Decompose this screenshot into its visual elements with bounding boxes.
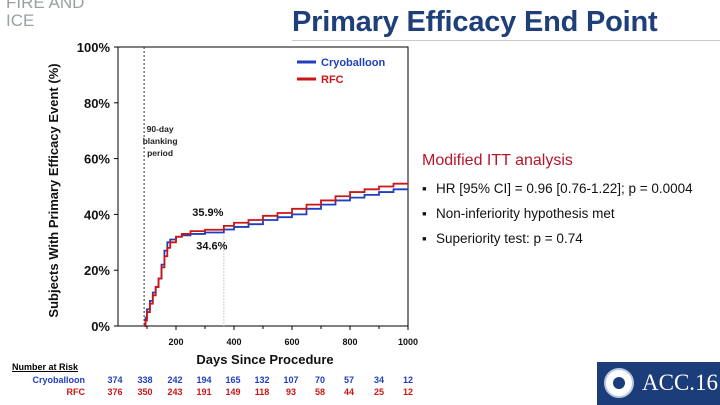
series-line-cryoballoon bbox=[144, 188, 408, 327]
annotation-cryo-value: 34.6% bbox=[196, 240, 227, 252]
x-tick-label: 1000 bbox=[398, 337, 418, 347]
x-axis-label: Days Since Procedure bbox=[196, 352, 333, 367]
annotation-rfc-value: 35.9% bbox=[192, 207, 223, 219]
bullet-hazard-ratio: HR [95% CI] = 0.96 [0.76-1.22]; p = 0.00… bbox=[422, 180, 714, 198]
legend-label-cryoballoon: Cryoballoon bbox=[321, 57, 385, 69]
acc-logo-text: ACC.16 bbox=[642, 370, 719, 395]
risk-cell: 25 bbox=[373, 387, 384, 397]
risk-cell: 338 bbox=[137, 375, 153, 385]
bullet-non-inferiority: Non-inferiority hypothesis met bbox=[422, 205, 714, 223]
risk-cell: 44 bbox=[343, 387, 354, 397]
corner-label: FIRE AND ICE bbox=[6, 0, 85, 30]
acc-seal-core bbox=[613, 377, 625, 389]
bullet-superiority: Superiority test: p = 0.74 bbox=[422, 230, 714, 248]
y-tick-label: 0% bbox=[91, 319, 110, 334]
risk-row-label: RFC bbox=[66, 387, 86, 397]
page-title: Primary Efficacy End Point bbox=[292, 6, 658, 38]
y-tick-label: 60% bbox=[84, 152, 110, 167]
risk-cell: 57 bbox=[343, 375, 354, 385]
x-tick-label: 200 bbox=[168, 337, 183, 347]
risk-cell: 132 bbox=[254, 375, 270, 385]
x-tick-label: 600 bbox=[284, 337, 299, 347]
x-tick-label: 400 bbox=[226, 337, 241, 347]
x-tick-label: 800 bbox=[342, 337, 357, 347]
risk-cell: 93 bbox=[285, 387, 296, 397]
risk-cell: 34 bbox=[373, 375, 384, 385]
risk-cell: 107 bbox=[283, 375, 299, 385]
risk-row-label: Cryoballoon bbox=[32, 375, 85, 385]
risk-cell: 242 bbox=[167, 375, 183, 385]
risk-cell: 58 bbox=[314, 387, 325, 397]
risk-cell: 243 bbox=[167, 387, 183, 397]
risk-table-heading: Number at Risk bbox=[12, 362, 79, 372]
blanking-period-label: period bbox=[147, 148, 173, 158]
y-tick-label: 80% bbox=[84, 96, 110, 111]
y-tick-label: 40% bbox=[84, 207, 110, 222]
title-rule bbox=[292, 40, 720, 41]
legend-label-rfc: RFC bbox=[321, 74, 344, 86]
risk-cell: 118 bbox=[254, 387, 270, 397]
risk-cell: 149 bbox=[225, 387, 241, 397]
blanking-period-label: 90-day bbox=[147, 124, 174, 134]
y-axis-label: Subjects With Primary Efficacy Event (%) bbox=[46, 63, 61, 317]
series-line-rfc bbox=[144, 182, 408, 327]
plot-frame bbox=[117, 46, 409, 327]
risk-cell: 194 bbox=[196, 375, 212, 385]
analysis-bullets: HR [95% CI] = 0.96 [0.76-1.22]; p = 0.00… bbox=[422, 180, 714, 255]
y-tick-label: 100% bbox=[77, 40, 111, 55]
risk-cell: 374 bbox=[107, 375, 123, 385]
risk-cell: 12 bbox=[402, 375, 413, 385]
risk-cell: 350 bbox=[137, 387, 153, 397]
risk-cell: 376 bbox=[107, 387, 123, 397]
risk-cell: 70 bbox=[314, 375, 325, 385]
y-tick-label: 20% bbox=[84, 263, 110, 278]
blanking-period-label: blanking bbox=[143, 136, 178, 146]
risk-cell: 12 bbox=[402, 387, 413, 397]
risk-cell: 165 bbox=[225, 375, 241, 385]
risk-cell: 191 bbox=[196, 387, 212, 397]
analysis-heading: Modified ITT analysis bbox=[422, 152, 573, 169]
acc-seal-icon bbox=[604, 368, 634, 398]
